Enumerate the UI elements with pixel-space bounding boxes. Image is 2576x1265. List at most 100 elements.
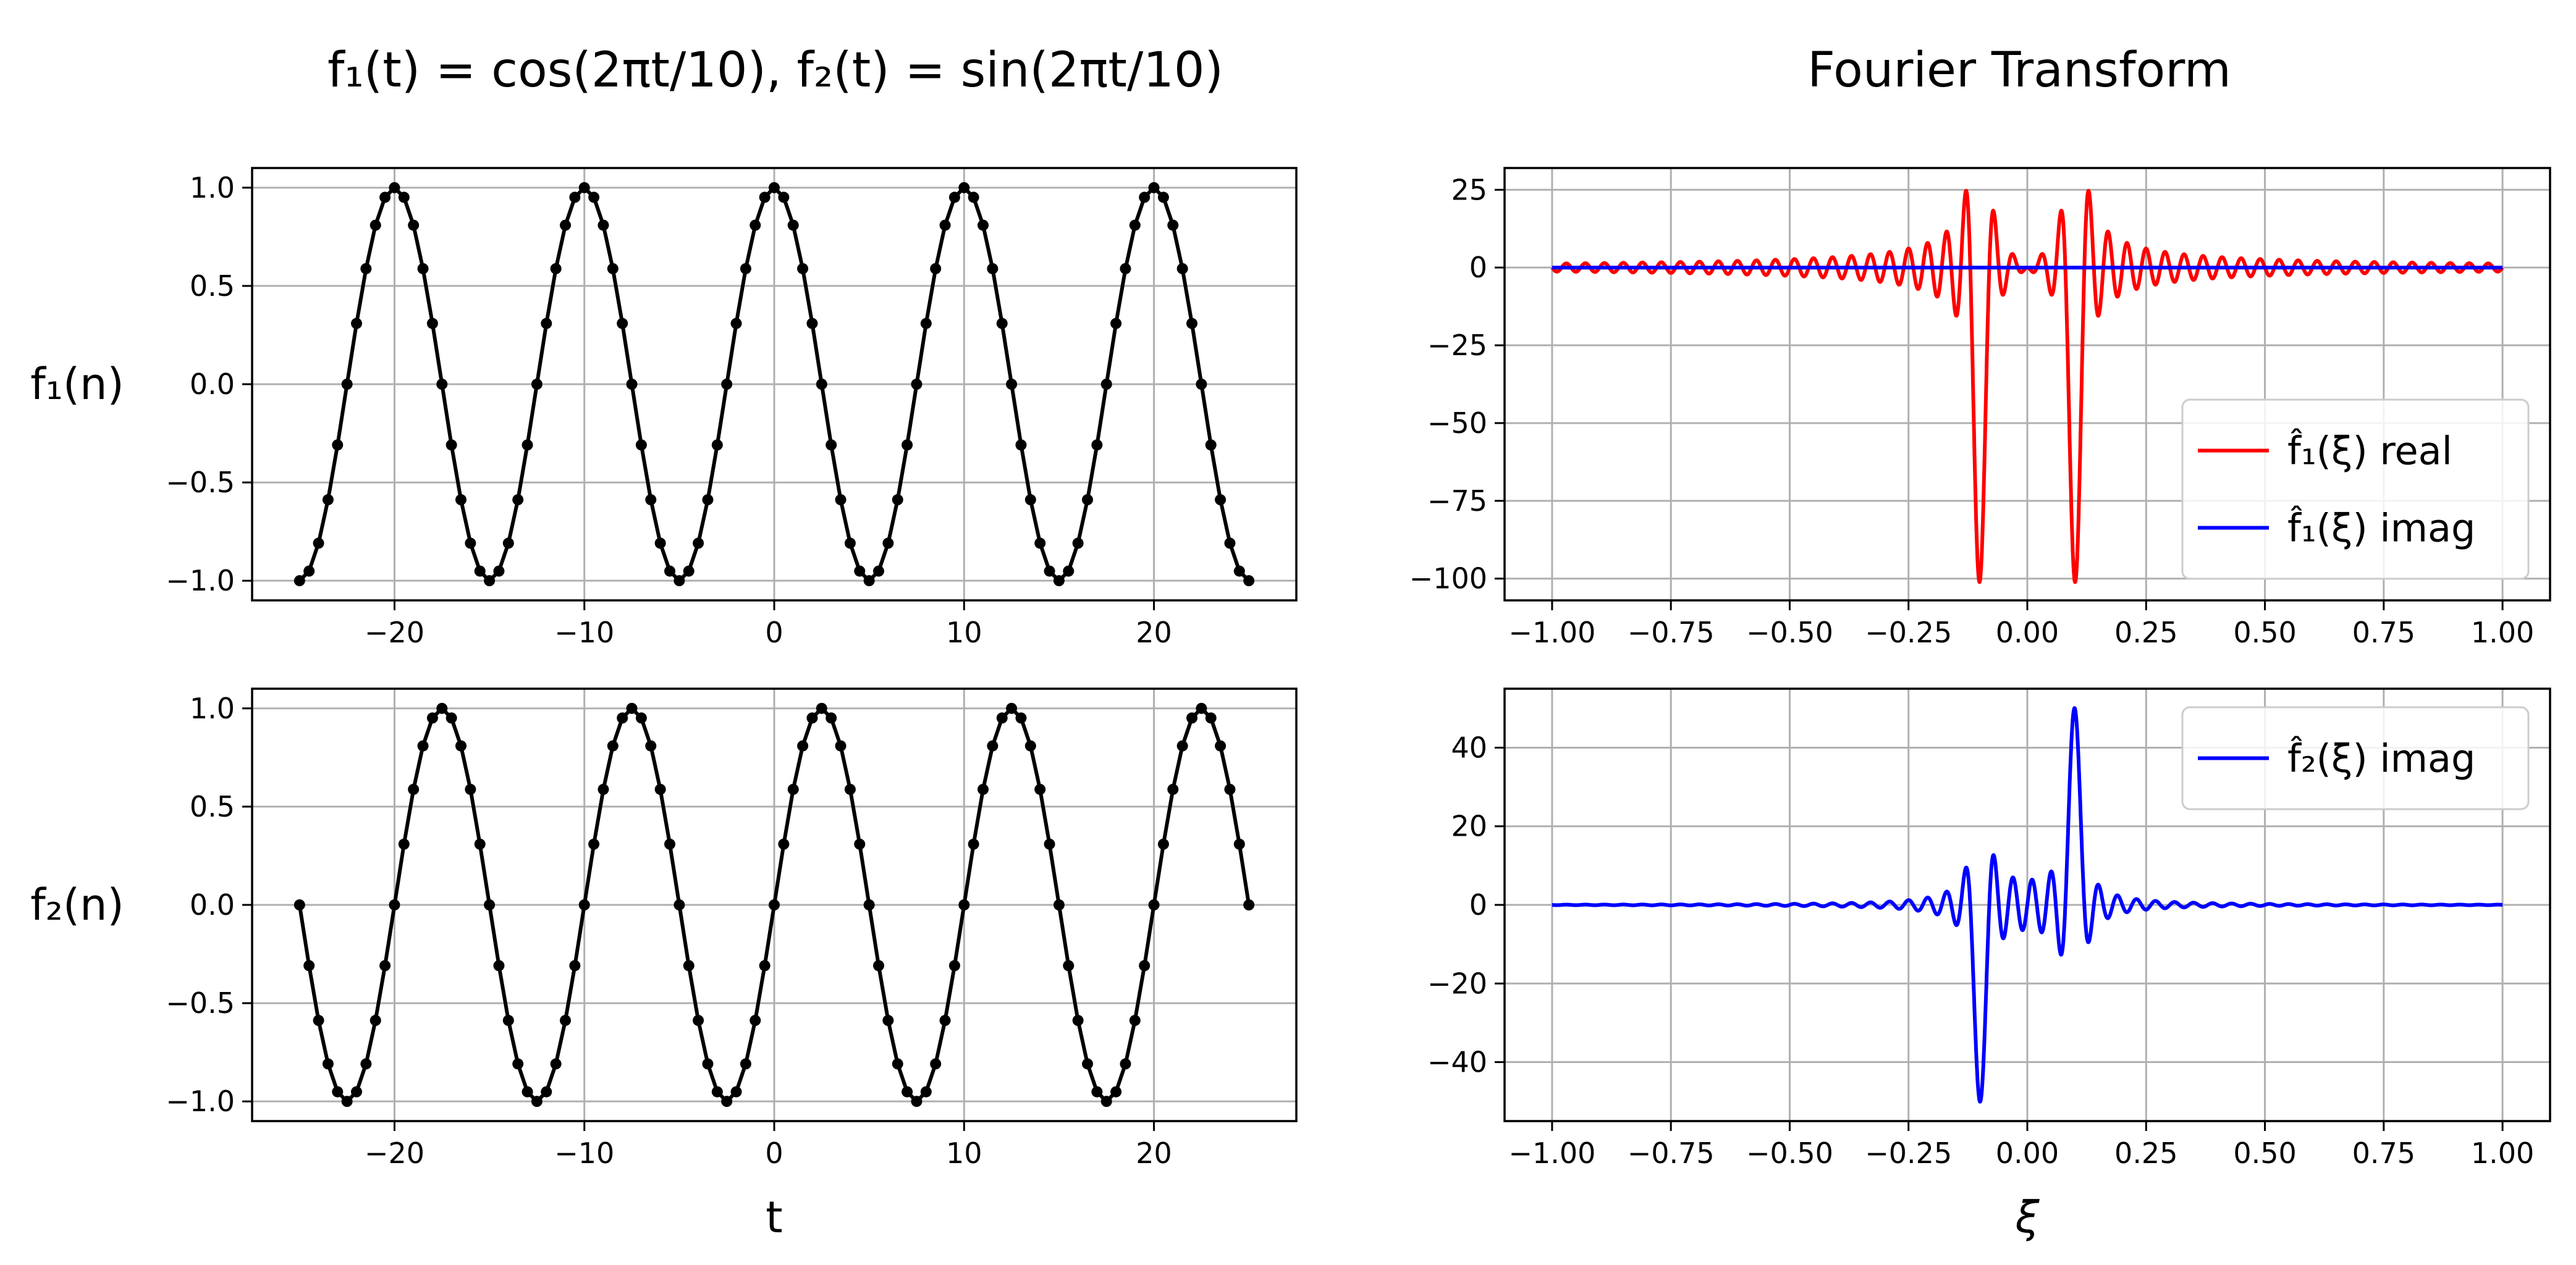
f1-time-data-point-93: [1176, 263, 1188, 274]
f2-time-data-point-14: [426, 712, 438, 724]
f2-time-data-point-49: [759, 960, 771, 972]
f1-time-data-point-5: [341, 379, 353, 390]
f2-time-data-point-0: [293, 899, 305, 910]
f1-time-data-point-28: [560, 219, 571, 231]
f2-time-data-point-97: [1215, 740, 1227, 752]
f2-time-data-point-73: [987, 740, 999, 752]
f1-time-data-point-77: [1024, 494, 1036, 506]
f2-time-data-point-72: [978, 783, 989, 795]
f1-time-data-point-16: [446, 439, 457, 451]
f2-fourier-x-tick-label-3: −0.25: [1865, 1137, 1952, 1170]
f2-time-data-point-4: [332, 1086, 344, 1098]
f2-time-data-point-23: [512, 1058, 524, 1070]
f2-time-data-point-82: [1072, 1015, 1084, 1027]
f2-time-data-point-71: [968, 838, 979, 850]
f1-time-data-point-56: [826, 439, 837, 451]
f1-time-data-point-79: [1044, 565, 1055, 577]
f2-time-data-point-1: [303, 960, 315, 972]
f1-fourier-y-tick-label-1: 0: [1469, 251, 1487, 284]
f1-time-data-point-3: [322, 494, 334, 506]
f1-time-data-point-92: [1167, 219, 1179, 231]
f2-time-plot-area: [293, 702, 1255, 1107]
f1-time-data-point-98: [1224, 537, 1236, 549]
f2-time-data-point-22: [502, 1015, 514, 1027]
f2-time-data-point-87: [1120, 1058, 1131, 1070]
f1-time-data-point-14: [426, 317, 438, 329]
f1-time-data-point-40: [674, 575, 685, 587]
f1-fourier-plot-area: [1550, 188, 2504, 584]
f1-fourier-panel: −1.00 −0.75 −0.50 −0.25 0.00 0.25 0.50 0.75 1.00…: [1409, 167, 2551, 649]
f2-time-data-point-50: [769, 899, 780, 910]
f2-time-data-point-10: [389, 899, 400, 910]
f2-time-data-point-40: [674, 899, 685, 910]
f1-time-data-point-43: [702, 494, 714, 506]
f1-time-data-point-96: [1205, 439, 1217, 451]
f2-time-data-point-64: [902, 1086, 913, 1098]
f1-time-data-point-78: [1034, 537, 1046, 549]
f2-time-y-tick-label-2: 0.0: [190, 888, 235, 922]
f1-time-data-point-69: [948, 191, 960, 203]
f1-time-data-point-18: [465, 537, 476, 549]
f2-time-data-point-93: [1176, 740, 1188, 752]
f1-time-data-point-65: [911, 379, 923, 390]
f1-time-data-point-37: [645, 494, 657, 506]
f1-fourier-y-tick-label-2: −25: [1427, 329, 1487, 362]
f2-time-x-tick-label-1: −10: [554, 1137, 614, 1170]
f1-time-data-point-75: [1006, 379, 1018, 390]
f1-time-data-point-99: [1233, 565, 1245, 577]
f2-time-data-point-55: [816, 702, 827, 714]
f1-time-data-point-11: [398, 191, 410, 203]
f2-time-data-point-90: [1148, 899, 1160, 910]
f2-time-data-point-66: [920, 1086, 932, 1098]
f1-time-data-point-31: [588, 191, 600, 203]
f2-fourier-x-tick-label-6: 0.50: [2233, 1137, 2296, 1170]
f2-time-data-point-8: [370, 1015, 381, 1027]
f1-time-data-point-66: [920, 317, 932, 329]
f1-time-data-point-29: [569, 191, 581, 203]
f1-time-data-point-82: [1072, 537, 1084, 549]
f1-fourier-y-tick-label-5: −100: [1409, 562, 1487, 595]
f2-time-data-point-69: [948, 960, 960, 972]
f2-time-x-tick-label-4: 20: [1136, 1137, 1172, 1170]
right-column-title: Fourier Transform: [1807, 43, 2231, 98]
f1-time-data-point-81: [1063, 565, 1075, 577]
f1-fourier-x-tick-label-6: 0.50: [2233, 616, 2296, 649]
f1-time-data-point-8: [370, 219, 381, 231]
f1-fourier-y-tick-label-0: 25: [1451, 173, 1487, 206]
f1-time-data-point-90: [1148, 182, 1160, 193]
f1-time-data-point-0: [293, 575, 305, 587]
f1-fourier-y-tick-label-3: −50: [1427, 406, 1487, 440]
f2-time-data-point-88: [1129, 1015, 1141, 1027]
f1-time-data-point-9: [379, 191, 391, 203]
f1-time-data-point-42: [693, 537, 704, 549]
f2-time-data-point-51: [778, 838, 790, 850]
f2-time-data-point-39: [664, 838, 675, 850]
f1-time-data-point-15: [436, 379, 448, 390]
f1-time-x-tick-label-1: −10: [554, 616, 614, 649]
f1-time-data-point-55: [816, 379, 827, 390]
f2-time-data-point-37: [645, 740, 657, 752]
f2-time-data-point-53: [797, 740, 809, 752]
f2-time-data-point-41: [683, 960, 695, 972]
f1-time-data-point-21: [493, 565, 505, 577]
f2-fourier-y-tick-label-4: −40: [1427, 1046, 1487, 1079]
f2-time-data-point-86: [1110, 1086, 1122, 1098]
f1-time-data-point-39: [664, 565, 675, 577]
f1-time-data-point-23: [512, 494, 524, 506]
f1-time-data-point-50: [769, 182, 780, 193]
f2-time-data-point-74: [996, 712, 1008, 724]
f1-time-data-point-91: [1157, 191, 1169, 203]
f1-time-x-tick-label-3: 10: [946, 616, 982, 649]
left-column-title: f₁(t) = cos(2πt/10), f₂(t) = sin(2πt/10): [327, 43, 1223, 98]
f1-time-data-point-58: [844, 537, 856, 549]
f1-time-data-point-63: [892, 494, 903, 506]
f2-time-data-point-34: [617, 712, 628, 724]
f1-time-data-point-46: [730, 317, 742, 329]
f1-time-data-point-13: [417, 263, 429, 274]
f1-time-data-point-26: [541, 317, 552, 329]
f2-time-data-point-24: [522, 1086, 533, 1098]
f2-time-data-point-20: [484, 899, 496, 910]
f2-fourier-x-tick-label-8: 1.00: [2471, 1137, 2534, 1170]
f2-time-data-point-100: [1243, 899, 1255, 910]
